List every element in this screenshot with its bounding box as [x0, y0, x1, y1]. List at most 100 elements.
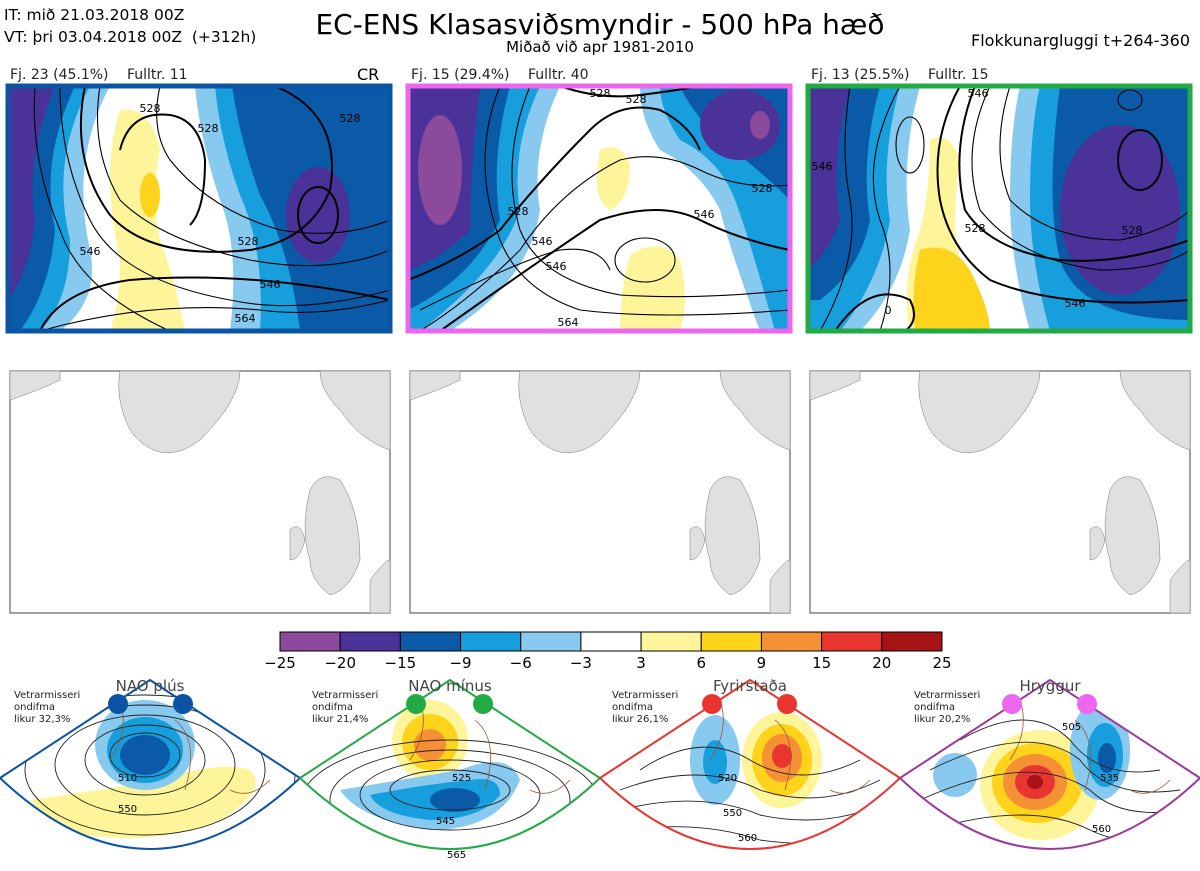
- cluster-3-label: Fj. 13 (25.5%) Fulltr. 15: [811, 67, 1003, 83]
- colorbar-segment: [339, 631, 401, 652]
- page-title: EC-ENS Klasasviðsmyndir - 500 hPa hæð: [315, 8, 885, 41]
- cluster-1-contour-label: 564: [235, 312, 256, 325]
- cluster-1-frame: [5, 83, 393, 334]
- cluster-1-contour-label: 528: [140, 102, 161, 115]
- cluster-3-count: Fj. 13 (25.5%): [811, 67, 910, 83]
- regime-4-title: Hryggur: [1019, 677, 1081, 695]
- regime-2-marker-icon: [406, 694, 426, 714]
- regime-4-marker-icon: [1077, 694, 1097, 714]
- regime-3-contour-label: 520: [718, 773, 737, 784]
- regime-2-contour-label: 545: [436, 816, 455, 827]
- cluster-1-rep: Fulltr. 11: [126, 67, 188, 83]
- colorbar-tick-label: 20: [872, 654, 892, 672]
- run-info: IT: mið 21.03.2018 00Z VT: þri 03.04.2018…: [4, 4, 256, 48]
- colorbar-segment: [399, 631, 462, 652]
- colorbar-segment: [580, 631, 642, 652]
- regime-3-stat: Vetrarmisseri ondifma likur 26,1%: [612, 690, 679, 725]
- blank-map-1: [9, 370, 391, 614]
- cluster-2-label: Fj. 15 (29.4%) Fulltr. 40: [411, 67, 603, 83]
- regime-4-marker-icon: [1002, 694, 1022, 714]
- colorbar-tick-label: 25: [932, 654, 952, 672]
- colorbar-tick-label: 15: [812, 654, 832, 672]
- colorbar-segment: [760, 631, 823, 652]
- regime-1-stat: Vetrarmisseri ondifma likur 32,3%: [14, 690, 81, 725]
- cluster-1-contour-label: 528: [238, 235, 259, 248]
- cluster-2-contour-label: 528: [752, 182, 773, 195]
- cluster-2-contour-label: 546: [546, 260, 567, 273]
- colorbar-segment: [881, 631, 943, 652]
- colorbar-tick-label: −20: [324, 654, 356, 672]
- regime-4-stat: Vetrarmisseri ondifma likur 20,2%: [914, 690, 981, 725]
- cluster-3-contour-label: 546: [812, 160, 833, 173]
- regime-3-contour-label: 550: [723, 808, 742, 819]
- regime-3-marker-icon: [702, 694, 722, 714]
- cluster-1-label: Fj. 23 (45.1%) Fulltr. 11: [10, 67, 202, 83]
- colorbar-tick-label: −25: [264, 654, 296, 672]
- regime-2-outline: [298, 678, 602, 850]
- cluster-3-rep: Fulltr. 15: [927, 67, 989, 83]
- colorbar-segment: [700, 631, 762, 652]
- regime-3-outline: [598, 678, 902, 850]
- regime-1-marker-icon: [173, 694, 193, 714]
- cluster-1-map: 528 528 528 528 546 546 564: [8, 86, 390, 331]
- cluster-3-contour-label: 528: [1122, 224, 1143, 237]
- regime-2-marker-icon: [473, 694, 493, 714]
- cluster-3-map: 546 546 528 528 546 0: [808, 86, 1190, 331]
- regime-1-outline: [0, 678, 302, 850]
- blank-map-3: [809, 370, 1191, 614]
- cluster-1-contour-label: 546: [260, 278, 281, 291]
- colorbar-tick-label: 9: [756, 654, 767, 672]
- colorbar: [279, 631, 943, 652]
- cluster-2-contour-label: 528: [508, 205, 529, 218]
- cluster-3-frame: [805, 83, 1193, 334]
- regime-4-contour-label: 560: [1092, 824, 1111, 835]
- cluster-1-contour-label: 528: [198, 122, 219, 135]
- colorbar-tick-label: −3: [569, 654, 592, 672]
- cluster-2-contour-label: 546: [694, 208, 715, 221]
- regime-3-title: Fyrirstaða: [713, 677, 787, 695]
- cluster-3-contour-label: 546: [968, 87, 989, 100]
- regime-4-contour-label: 505: [1062, 722, 1081, 733]
- regime-2-contour-label: 525: [452, 773, 471, 784]
- colorbar-tick-label: 3: [636, 654, 646, 672]
- colorbar-segment: [640, 631, 702, 652]
- cluster-2-contour-label: 564: [558, 316, 579, 329]
- cluster-2-count: Fj. 15 (29.4%): [411, 67, 510, 83]
- colorbar-segment: [520, 631, 582, 652]
- regime-3-marker-icon: [777, 694, 797, 714]
- cluster-3-contour-label: 546: [1065, 297, 1086, 310]
- colorbar-segment: [821, 631, 883, 652]
- cluster-2-contour-label: 528: [626, 93, 647, 106]
- regime-2-contour-label: 565: [447, 850, 466, 861]
- regime-4-contour-label: 535: [1100, 773, 1119, 784]
- regime-1-title: NAO plús: [115, 677, 185, 695]
- colorbar-tick-label: −9: [449, 654, 472, 672]
- blank-map-2: [409, 370, 791, 614]
- colorbar-segment: [279, 631, 341, 652]
- colorbar-tick-label: 6: [696, 654, 707, 672]
- regime-1-contour-label: 550: [118, 804, 137, 815]
- cluster-3-contour-label: 528: [965, 222, 986, 235]
- regime-1-marker-icon: [108, 694, 128, 714]
- colorbar-tick-label: −6: [509, 654, 532, 672]
- valid-time: VT: þri 03.04.2018 00Z (+312h): [4, 28, 257, 46]
- cluster-1-contour-label: 528: [340, 112, 361, 125]
- regime-1-contour-label: 510: [118, 773, 137, 784]
- regime-2-stat: Vetrarmisseri ondifma likur 21,4%: [312, 690, 379, 725]
- cluster-1-tag: CR: [357, 65, 380, 84]
- cluster-2-map: 528 528 528 528 546 546 546 564: [408, 86, 790, 331]
- colorbar-segment: [460, 631, 522, 652]
- cluster-2-contour-label: 546: [532, 235, 553, 248]
- regime-4-outline: [898, 678, 1200, 850]
- cluster-1-count: Fj. 23 (45.1%): [10, 67, 109, 83]
- cluster-2-contour-label: 528: [590, 87, 611, 100]
- classification-window: Flokkunargluggi t+264-360: [971, 31, 1190, 50]
- init-time: IT: mið 21.03.2018 00Z: [4, 6, 185, 24]
- cluster-1-contour-label: 546: [80, 245, 101, 258]
- cluster-2-rep: Fulltr. 40: [527, 67, 589, 83]
- regime-2-title: NAO mínus: [408, 677, 492, 695]
- regime-3-contour-label: 560: [738, 833, 757, 844]
- cluster-2-frame: [405, 83, 793, 334]
- cluster-3-contour-label: 0: [885, 304, 892, 317]
